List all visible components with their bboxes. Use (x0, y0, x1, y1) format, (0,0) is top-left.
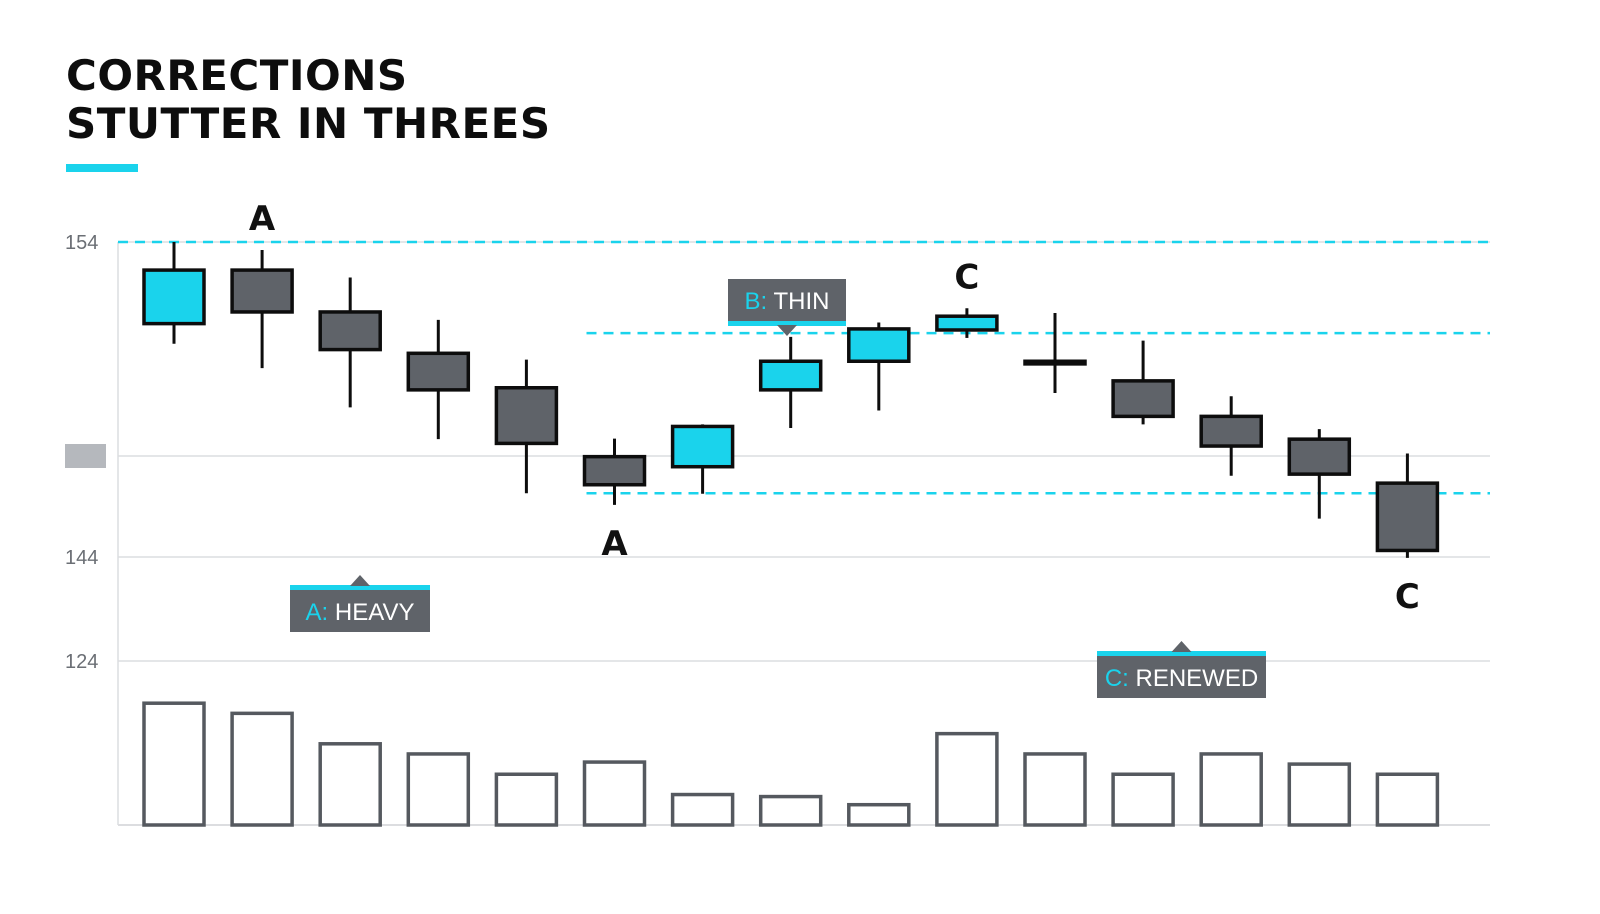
callout-key: C: (1105, 665, 1129, 692)
candle-body (142, 268, 206, 326)
candle (670, 424, 735, 494)
volume-bar (847, 802, 911, 827)
candle (935, 308, 999, 338)
callout: C: RENEWED (1097, 641, 1266, 698)
candle (1111, 340, 1175, 425)
callout-label: B: THIN (745, 288, 830, 315)
title-line-1: CORRECTIONS (66, 51, 408, 100)
candle (494, 359, 559, 494)
candle (758, 336, 823, 429)
callouts: A: HEAVY B: THIN C: RENEWED (290, 279, 1266, 698)
callout-key: B: (745, 288, 768, 315)
candle-body (318, 310, 382, 352)
candle-body (1111, 379, 1175, 419)
callout-pointer (1171, 641, 1192, 652)
candle-body (1023, 359, 1087, 366)
wave-label: A (249, 199, 276, 239)
candle (230, 249, 294, 369)
callout-accent (1097, 651, 1266, 656)
volume-bar (582, 760, 647, 827)
candle-body (847, 327, 911, 364)
y-tick-placeholder (65, 444, 106, 468)
candle-body (582, 454, 647, 487)
candle-body (1287, 437, 1352, 476)
candle (582, 438, 647, 505)
volume-bar (1199, 752, 1263, 827)
volume-bar (406, 752, 471, 827)
volume-bars (142, 701, 1440, 827)
volume-bar (1375, 772, 1440, 827)
volume-bar (758, 794, 823, 827)
callout-pointer (350, 575, 370, 586)
y-tick-label: 144 (65, 547, 98, 569)
volume-bar (935, 731, 999, 827)
volume-bar (318, 742, 382, 827)
candle (1023, 313, 1087, 394)
callout-label: A: HEAVY (306, 599, 415, 626)
callout-text: HEAVY (328, 599, 414, 626)
candle (142, 242, 206, 344)
callout-text: RENEWED (1129, 665, 1258, 692)
volume-bar (670, 792, 735, 827)
title-line-2: STUTTER IN THREES (66, 99, 551, 148)
candles (142, 242, 1440, 558)
wave-label: C (954, 257, 979, 297)
wave-labels: AABCC (249, 199, 1420, 617)
candle (847, 322, 911, 411)
volume-bar (1287, 762, 1352, 827)
callout-accent (290, 585, 430, 590)
volume-bar (494, 772, 559, 827)
candle (1375, 453, 1440, 558)
candle-body (1199, 414, 1263, 448)
callout-box (728, 279, 846, 321)
callout-label: C: RENEWED (1105, 665, 1258, 692)
volume-bar (1111, 772, 1175, 827)
candle-body (406, 351, 471, 392)
y-tick-label: 154 (65, 232, 98, 254)
volume-bar (142, 701, 206, 827)
callout: B: THIN (728, 279, 846, 336)
callout-accent (728, 321, 846, 326)
callout-pointer (777, 325, 797, 336)
reference-lines (118, 240, 1490, 495)
candle (406, 319, 471, 440)
candle-body (494, 386, 559, 446)
candle-body (935, 314, 999, 332)
callout-box (290, 590, 430, 632)
candle-body (670, 424, 735, 469)
candle (318, 277, 382, 408)
candle-body (758, 359, 823, 392)
volume-bar (1023, 752, 1087, 827)
callout-text: THIN (767, 288, 829, 315)
volume-bar (230, 711, 294, 827)
candle (1287, 429, 1352, 519)
chart-title: CORRECTIONS STUTTER IN THREES (66, 52, 551, 148)
callout-key: A: (306, 599, 329, 626)
callout-box (1097, 656, 1266, 698)
wave-label: C (1395, 577, 1420, 617)
title-accent-bar (66, 164, 138, 172)
candle-body (230, 268, 294, 314)
callout: A: HEAVY (290, 575, 430, 632)
y-axis-ticks: 154 144 124 (65, 232, 106, 673)
candle-body (1375, 481, 1440, 553)
y-tick-label: 124 (65, 651, 98, 673)
candle (1199, 396, 1263, 476)
wave-label: A (601, 524, 628, 564)
